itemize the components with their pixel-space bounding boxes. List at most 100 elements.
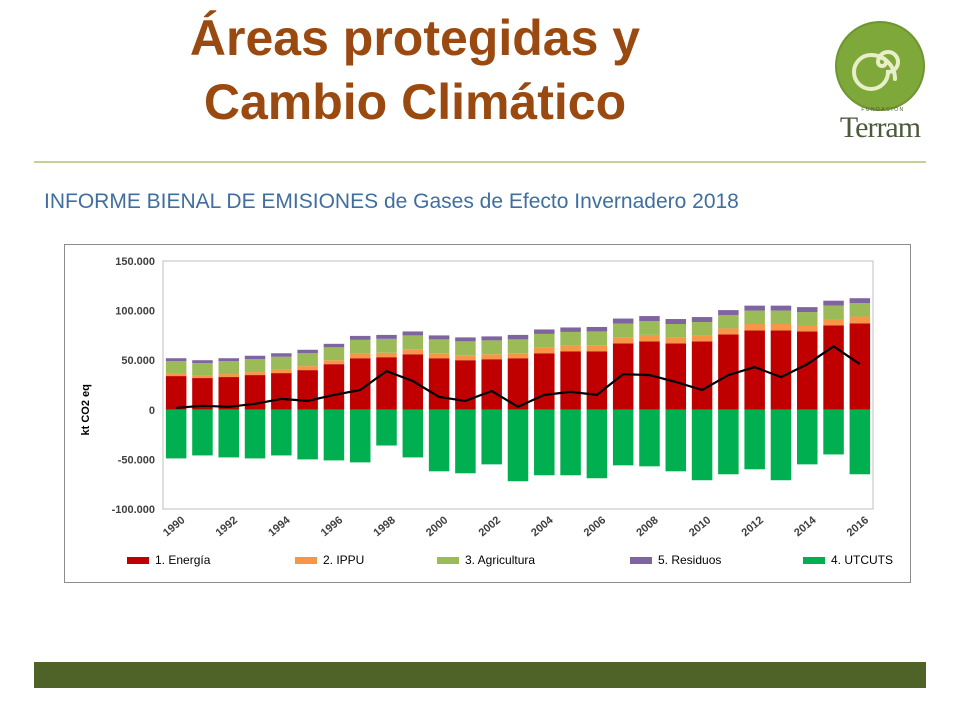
legend-swatch [630,557,652,564]
legend-label: 5. Residuos [658,553,721,567]
bar-segment [849,323,871,410]
x-tick-label: 2006 [582,514,608,539]
bar-segment [849,303,871,317]
bar-segment [718,310,739,316]
bar-segment [507,334,529,340]
bar-segment [718,334,739,410]
bar-segment [823,319,844,326]
bar-segment [586,409,608,479]
legend-label: 1. Energía [155,553,211,567]
bar-segment [323,347,345,361]
x-tick-label: 1996 [319,514,345,539]
bar-segment [481,336,502,341]
bar-segment [218,374,239,378]
bar-segment [349,335,371,340]
bar-segment [323,409,345,461]
bar-segment [718,315,739,329]
bar-segment [665,409,687,472]
title-divider [34,161,926,163]
bar-segment [218,358,239,362]
bar-segment [455,360,476,410]
bar-segment [271,353,292,357]
bar-segment [376,409,397,446]
bar-segment [691,322,713,336]
bar-segment [534,347,555,354]
footer-bar [34,662,926,688]
x-tick-label: 2010 [687,514,713,539]
bar-segment [849,409,871,475]
bar-segment [823,305,844,320]
bar-segment [297,353,318,367]
net-emissions-line [176,345,861,409]
x-tick-label: 2014 [792,514,819,539]
bar-segment [507,339,529,354]
bar-segment [218,409,239,458]
bar-segment [323,343,345,348]
bar-segment [507,409,529,482]
bar-segment [428,335,450,340]
bar-segment [455,409,476,474]
x-tick-label: 2004 [529,514,556,539]
bar-segment [244,409,266,459]
bar-segment [797,409,818,465]
x-tick-label: 1998 [371,514,397,539]
bar-segment [271,409,292,456]
bar-segment [770,310,792,324]
bar-segment [428,409,450,472]
bar-segment [534,353,555,410]
bar-segment [797,325,818,332]
bar-segment [402,349,424,355]
bar-segment [244,355,266,360]
bar-segment [323,360,345,365]
bar-segment [376,352,397,358]
bar-segment [744,409,765,470]
bar-segment [297,409,318,460]
bar-segment [770,323,792,331]
legend-label: 3. Agricultura [465,553,535,567]
bar-segment [271,369,292,374]
bar-segment [639,321,660,335]
y-tick-label: 0 [149,405,155,417]
bar-segment [586,351,608,410]
bar-segment [507,353,529,359]
bar-segment [507,358,529,410]
bar-segment [376,338,397,353]
bar-segment [244,359,266,373]
bar-segment [665,343,687,410]
legend-label: 4. UTCUTS [831,553,893,567]
bar-segment [744,330,765,410]
bar-segment [402,331,424,336]
bar-segment [481,359,502,410]
bar-segment [455,355,476,361]
bar-segment [560,331,581,346]
bar-segment [165,373,187,377]
bar-segment [639,409,660,467]
bar-segment [297,366,318,371]
bar-segment [192,375,213,379]
bar-segment [271,373,292,410]
bar-segment [349,339,371,354]
bar-segment [691,335,713,342]
bar-segment [797,307,818,313]
x-tick-label: 1994 [266,514,293,539]
bar-segment [586,345,608,352]
x-tick-label: 2012 [740,514,766,539]
y-tick-label: 100.000 [115,306,155,318]
bar-segment [244,372,266,376]
logo-wordmark: Terram [839,111,921,144]
x-tick-label: 1990 [161,514,187,539]
bar-segment [612,318,634,324]
legend-swatch [803,557,825,564]
report-subtitle: INFORME BIENAL DE EMISIONES de Gases de … [44,190,739,213]
logo-foundation-text: FUNDACIÓN [861,107,905,113]
bar-segment [349,358,371,410]
bar-segment [560,351,581,410]
bar-segment [218,377,239,410]
bar-segment [691,317,713,323]
page-title: Áreas protegidas y Cambio Climático [40,6,790,134]
bar-segment [744,323,765,331]
legend-label: 2. IPPU [323,553,364,567]
legend-swatch [127,557,149,564]
bar-segment [402,335,424,350]
bar-segment [402,409,424,458]
